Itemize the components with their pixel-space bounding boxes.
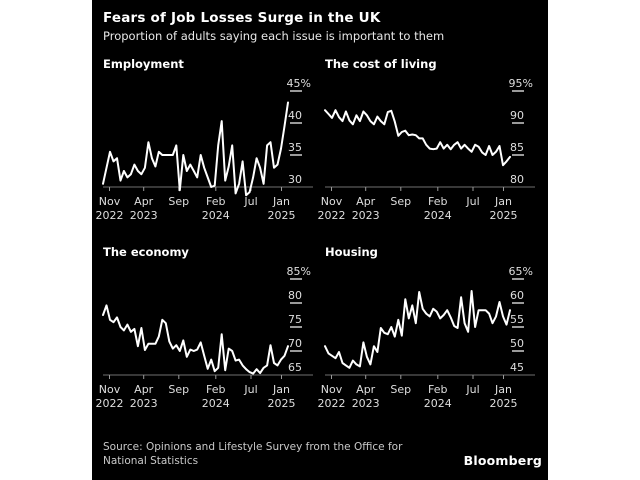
svg-text:45: 45	[510, 361, 524, 374]
source-note: Source: Opinions and Lifestyle Survey fr…	[103, 440, 402, 468]
svg-text:75: 75	[288, 313, 302, 326]
svg-text:Apr: Apr	[356, 383, 376, 396]
svg-text:Jul: Jul	[243, 195, 257, 208]
panel-employment: Employment Nov 2022 Apr 2023 Sep Feb 2024 Jul Ja…	[96, 57, 315, 233]
svg-text:Nov: Nov	[99, 195, 121, 208]
svg-text:Apr: Apr	[356, 195, 376, 208]
chart-title-employment: Employment	[103, 57, 184, 71]
svg-text:45%: 45%	[287, 77, 311, 90]
chart-card: Fears of Job Losses Surge in the UK Prop…	[92, 0, 548, 480]
svg-text:85%: 85%	[287, 265, 311, 278]
footer: Source: Opinions and Lifestyle Survey fr…	[103, 440, 542, 468]
svg-text:Sep: Sep	[168, 383, 189, 396]
svg-text:2023: 2023	[130, 209, 158, 222]
svg-text:50: 50	[510, 337, 524, 350]
svg-text:2022: 2022	[96, 209, 124, 222]
svg-text:95%: 95%	[509, 77, 533, 90]
panel-economy: The economy Nov 2022 Apr 2023 Sep Feb 2024 Jul J…	[96, 245, 315, 421]
svg-text:2022: 2022	[96, 397, 124, 410]
bloomberg-logo: Bloomberg	[463, 453, 542, 468]
svg-text:Sep: Sep	[390, 195, 411, 208]
svg-text:65: 65	[288, 361, 302, 374]
svg-text:2025: 2025	[268, 209, 296, 222]
svg-text:2022: 2022	[318, 209, 346, 222]
svg-text:55: 55	[510, 313, 524, 326]
svg-text:2022: 2022	[318, 397, 346, 410]
panel-housing: Housing Nov 2022 Apr 2023 Sep Feb 2024 Jul Jan 20…	[318, 245, 537, 421]
svg-text:Nov: Nov	[321, 383, 343, 396]
source-line-1: Source: Opinions and Lifestyle Survey fr…	[103, 441, 403, 453]
svg-text:90: 90	[510, 109, 524, 122]
svg-text:2025: 2025	[490, 209, 518, 222]
svg-text:Feb: Feb	[206, 383, 225, 396]
svg-text:Jan: Jan	[494, 383, 512, 396]
svg-text:2024: 2024	[424, 209, 452, 222]
svg-text:Apr: Apr	[134, 195, 154, 208]
svg-text:2024: 2024	[424, 397, 452, 410]
chart-title-housing: Housing	[325, 245, 378, 259]
svg-text:40: 40	[288, 109, 302, 122]
svg-text:2024: 2024	[202, 209, 230, 222]
svg-text:Feb: Feb	[428, 195, 447, 208]
svg-text:Sep: Sep	[390, 383, 411, 396]
svg-text:85: 85	[510, 141, 524, 154]
svg-text:Jul: Jul	[465, 195, 479, 208]
svg-text:Sep: Sep	[168, 195, 189, 208]
panel-cost-of-living: The cost of living Nov 2022 Apr 2023 Sep Feb 2…	[318, 57, 537, 233]
chart-title-cost-of-living: The cost of living	[325, 57, 437, 71]
svg-text:Nov: Nov	[321, 195, 343, 208]
svg-text:Jan: Jan	[272, 383, 290, 396]
svg-text:2025: 2025	[268, 397, 296, 410]
charts-grid: Employment Nov 2022 Apr 2023 Sep Feb 2024 Jul Ja…	[96, 57, 537, 421]
svg-text:Feb: Feb	[206, 195, 225, 208]
svg-text:2023: 2023	[352, 209, 380, 222]
svg-text:2024: 2024	[202, 397, 230, 410]
chart-title-economy: The economy	[103, 245, 189, 259]
svg-text:Apr: Apr	[134, 383, 154, 396]
svg-text:70: 70	[288, 337, 302, 350]
svg-text:2023: 2023	[130, 397, 158, 410]
svg-text:Jul: Jul	[465, 383, 479, 396]
svg-text:30: 30	[288, 173, 302, 186]
svg-text:80: 80	[288, 289, 302, 302]
svg-text:65%: 65%	[509, 265, 533, 278]
svg-text:Jan: Jan	[494, 195, 512, 208]
page-subtitle: Proportion of adults saying each issue i…	[103, 29, 445, 43]
svg-text:60: 60	[510, 289, 524, 302]
source-line-2: National Statistics	[103, 455, 199, 467]
svg-text:Nov: Nov	[99, 383, 121, 396]
page-title: Fears of Job Losses Surge in the UK	[103, 10, 381, 26]
svg-text:Jul: Jul	[243, 383, 257, 396]
svg-text:2025: 2025	[490, 397, 518, 410]
svg-text:2023: 2023	[352, 397, 380, 410]
svg-text:Jan: Jan	[272, 195, 290, 208]
svg-text:Feb: Feb	[428, 383, 447, 396]
svg-text:80: 80	[510, 173, 524, 186]
svg-text:35: 35	[288, 141, 302, 154]
